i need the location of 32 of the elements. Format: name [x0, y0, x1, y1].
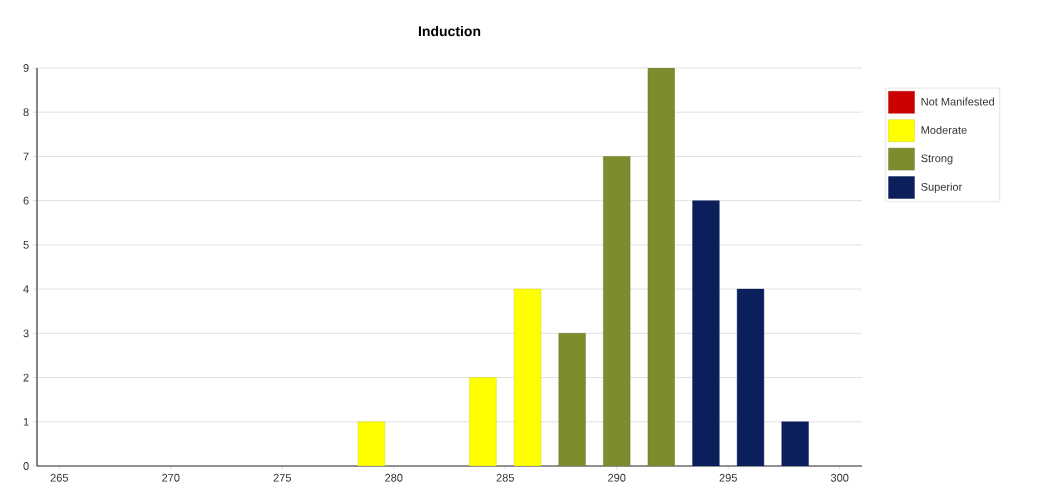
- bar: [469, 377, 497, 466]
- x-tick-label: 275: [273, 473, 291, 482]
- bar: [603, 156, 631, 466]
- y-tick-label: 6: [23, 196, 29, 205]
- legend-label: Moderate: [921, 125, 967, 134]
- bar: [647, 68, 675, 466]
- bar: [558, 333, 586, 466]
- x-tick-label: 270: [162, 473, 180, 482]
- y-tick-label: 5: [23, 241, 29, 249]
- x-tick-label: 290: [608, 473, 626, 482]
- y-tick-label: 2: [23, 373, 29, 382]
- x-tick-label: 295: [719, 473, 737, 482]
- x-tick-label: 265: [50, 473, 69, 482]
- y-tick-label: 4: [23, 285, 29, 293]
- y-tick-label: 0: [23, 462, 29, 470]
- chart-title: Induction: [418, 25, 481, 37]
- legend-label: Superior: [921, 182, 963, 193]
- bar: [781, 421, 809, 466]
- y-tick-label: 9: [23, 64, 29, 72]
- bar: [513, 288, 542, 466]
- y-tick-label: 1: [23, 418, 29, 426]
- bar: [736, 288, 765, 466]
- x-tick-label: 300: [830, 473, 849, 482]
- bar: [357, 421, 386, 466]
- y-tick-label: 3: [23, 329, 29, 338]
- legend-label: Not Manifested: [921, 97, 994, 106]
- y-tick-label: 7: [23, 152, 29, 161]
- bar: [692, 200, 720, 466]
- legend-label: Strong: [921, 154, 953, 165]
- x-tick-label: 285: [496, 473, 514, 482]
- x-tick-label: 280: [385, 473, 403, 482]
- y-tick-label: 8: [23, 108, 29, 117]
